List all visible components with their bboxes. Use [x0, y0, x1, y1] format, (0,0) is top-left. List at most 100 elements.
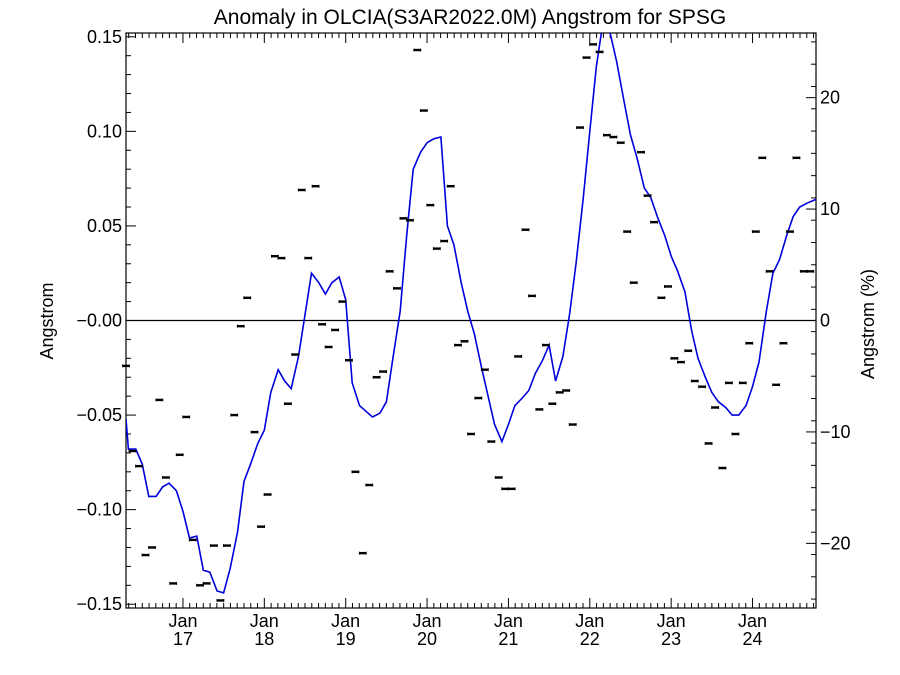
data-point: [331, 328, 340, 332]
data-point: [629, 281, 638, 285]
ticks-layer: [126, 33, 816, 608]
x-tick-label-month: Jan: [413, 611, 442, 631]
data-point: [751, 230, 760, 234]
data-point: [623, 230, 632, 234]
data-point: [454, 343, 462, 347]
data-point: [222, 544, 231, 548]
y2-tick-label: −10: [820, 422, 851, 442]
y2-tick-label: 20: [820, 88, 840, 108]
data-point: [318, 322, 326, 326]
data-point: [501, 487, 510, 491]
y2-axis-label: Angstrom (%): [858, 269, 878, 379]
data-point: [161, 475, 170, 479]
data-point: [704, 441, 713, 445]
data-point: [609, 135, 618, 139]
data-point: [406, 218, 414, 222]
data-point: [487, 440, 496, 444]
data-point: [291, 353, 300, 357]
data-point: [738, 381, 747, 385]
labels-layer: −0.15 −0.10 −0.05 −0.00 0.05 0.10 0.15 −20 −10 0 1…: [76, 27, 850, 649]
data-point: [698, 385, 706, 389]
y-tick-label: 0.05: [87, 216, 122, 236]
data-point: [637, 150, 645, 154]
data-point: [514, 354, 523, 358]
data-point: [432, 247, 441, 251]
data-point: [460, 339, 469, 343]
x-tick-label-month: Jan: [331, 611, 360, 631]
x-tick-label-year: 22: [580, 629, 600, 649]
data-point: [148, 545, 156, 549]
data-point: [725, 381, 733, 385]
data-point: [311, 184, 320, 188]
y-tick-label: 0.10: [87, 121, 122, 141]
data-point: [576, 126, 584, 130]
data-point: [772, 383, 781, 387]
data-point: [541, 343, 550, 347]
data-point: [711, 406, 720, 410]
data-point: [175, 453, 184, 457]
data-point: [528, 294, 536, 298]
x-tick-label-month: Jan: [250, 611, 279, 631]
data-point: [758, 156, 767, 160]
x-tick-label-month: Jan: [575, 611, 604, 631]
data-point: [670, 356, 679, 360]
data-point: [568, 423, 577, 427]
data-point: [277, 256, 286, 260]
data-point: [351, 470, 360, 474]
data-point: [562, 388, 571, 392]
data-point: [263, 493, 272, 497]
x-tick-label-year: 21: [498, 629, 518, 649]
data-point: [792, 156, 801, 160]
data-point: [548, 402, 557, 406]
data-point: [135, 464, 143, 468]
x-tick-label-month: Jan: [168, 611, 197, 631]
y-tick-label: −0.05: [76, 405, 122, 425]
data-point: [690, 379, 699, 383]
data-point: [182, 415, 191, 419]
data-point: [216, 598, 225, 602]
series-layer: [122, 33, 816, 602]
data-point: [243, 296, 252, 300]
data-point: [480, 368, 489, 372]
data-point: [188, 538, 197, 542]
y-tick-label: −0.00: [76, 311, 122, 331]
smoothed-series-group: [126, 33, 816, 594]
data-point: [806, 269, 815, 273]
data-point: [664, 284, 672, 288]
x-tick-label-year: 18: [254, 629, 274, 649]
x-tick-label-year: 19: [336, 629, 356, 649]
data-point: [236, 324, 245, 328]
data-point: [230, 413, 239, 417]
data-point: [257, 525, 265, 529]
y2-tick-label: 10: [820, 199, 840, 219]
data-point: [324, 345, 333, 349]
data-point: [602, 133, 611, 137]
data-point: [745, 341, 754, 345]
smoothed-series-line: [126, 33, 816, 594]
data-point: [365, 483, 374, 487]
data-point: [589, 42, 597, 46]
data-point: [657, 296, 666, 300]
data-point: [297, 188, 306, 192]
x-tick-label-year: 23: [661, 629, 681, 649]
y2-tick-label: −20: [820, 533, 851, 553]
data-point: [535, 407, 544, 411]
data-point: [718, 466, 727, 470]
data-point: [467, 432, 475, 436]
data-point: [446, 184, 455, 188]
data-point: [196, 583, 204, 587]
data-point: [379, 370, 388, 374]
chart-title: Anomaly in OLCIA(S3AR2022.0M) Angstrom f…: [214, 6, 726, 29]
data-point: [413, 48, 422, 52]
data-point: [440, 239, 449, 243]
data-point: [765, 269, 774, 273]
data-point: [582, 56, 591, 60]
data-point: [474, 396, 483, 400]
data-point: [128, 449, 137, 453]
data-point: [684, 349, 693, 353]
plot-clip: [126, 33, 816, 594]
data-point: [209, 544, 218, 548]
y2-tick-label: 0: [820, 311, 830, 331]
